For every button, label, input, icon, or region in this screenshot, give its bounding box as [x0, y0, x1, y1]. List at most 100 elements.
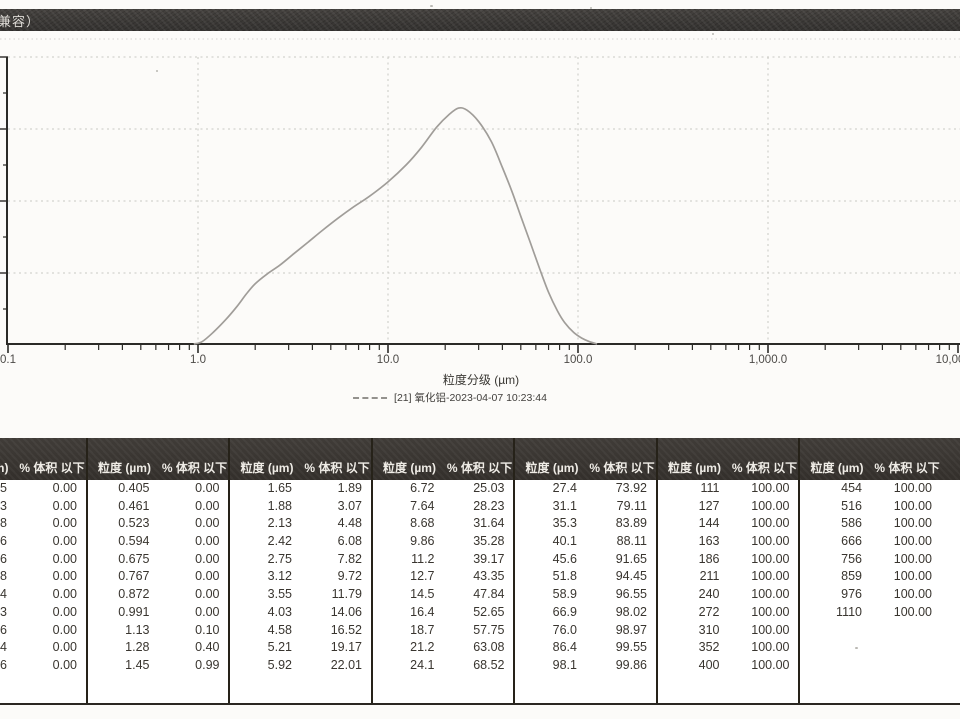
- size-cell: 4.58: [267, 622, 292, 637]
- pct-cell: 0.00: [52, 551, 77, 566]
- pct-cell: 14.06: [330, 604, 362, 619]
- pct-cell: 100.00: [751, 640, 790, 655]
- table-row: 5.92 22.01: [230, 657, 371, 675]
- pct-cell: 1.89: [337, 481, 362, 495]
- pct-cell: 100.00: [893, 551, 932, 566]
- pct-cell: 0.00: [52, 498, 77, 513]
- pct-cell: 100.00: [751, 587, 790, 602]
- size-cell: 31.1: [552, 498, 577, 513]
- pct-cell: 100.00: [751, 622, 790, 637]
- pct-cell: 98.97: [615, 622, 647, 637]
- size-cell: 0.523: [118, 516, 150, 531]
- size-cell: 98.1: [552, 657, 577, 672]
- pct-cell: 100.00: [751, 604, 790, 619]
- table-row: 3.12 9.72: [230, 568, 371, 586]
- size-column-header: 粒度 (µm): [810, 461, 864, 475]
- chart-legend: [21] 氧化铝-2023-04-07 10:23:44: [353, 390, 547, 405]
- pct-cell: 0.00: [195, 551, 220, 566]
- table-column-group: 粒度 (µm)% 体积 以下 1.65 1.89 1.88 3.07 2.13 4.48 2.…: [230, 438, 373, 703]
- size-cell: 586: [841, 516, 862, 531]
- pct-cell: 100.00: [893, 569, 932, 584]
- pct-cell: 0.00: [52, 622, 77, 637]
- pct-cell: 0.00: [52, 534, 77, 549]
- table-row: 31.1 79.11: [515, 498, 656, 516]
- size-cell: 14.5: [410, 587, 435, 602]
- table-row: 12.7 43.35: [373, 568, 514, 586]
- pct-column-header: % 体积 以下: [731, 461, 798, 475]
- pct-cell: 100.00: [751, 657, 790, 672]
- x-axis-title: 粒度分级 (µm): [442, 373, 520, 387]
- pct-cell: 0.00: [195, 569, 220, 584]
- table-row: 0.276 0.00: [0, 622, 86, 640]
- size-cell: 16.4: [410, 604, 435, 619]
- size-cell: 144: [698, 516, 720, 531]
- table-row: 310 100.00: [658, 622, 799, 640]
- legend-line-sample: [353, 396, 388, 399]
- size-cell: 0.767: [118, 569, 150, 584]
- table-row: 111 100.00: [658, 480, 799, 498]
- table-row: 8.68 31.64: [373, 515, 514, 533]
- pct-cell: 0.00: [52, 657, 77, 672]
- pct-cell: 47.84: [473, 587, 505, 602]
- table-row: 240 100.00: [658, 586, 799, 604]
- pct-cell: 98.02: [615, 604, 647, 619]
- table-row: 1.28 0.40: [88, 639, 229, 657]
- table-column-group: 粒度 (µm) % 体积 以下 111 100.00 127 100.00 144 100.0…: [658, 438, 800, 703]
- pct-cell: 100.00: [751, 551, 790, 566]
- pct-column-header: % 体积 以下: [19, 461, 85, 475]
- size-cell: 0.461: [118, 498, 150, 513]
- table-row: 0.675 0.00: [88, 551, 229, 569]
- size-cell: 163: [698, 534, 720, 549]
- table-row: 76.0 98.97: [515, 622, 656, 640]
- table-row: 14.5 47.84: [373, 586, 514, 604]
- window-title-bar[interactable]: 兼容）: [0, 9, 960, 31]
- pct-cell: 16.52: [330, 622, 362, 637]
- table-row: 756 100.00: [800, 551, 960, 569]
- scan-speck: [855, 647, 858, 649]
- table-row: 666 100.00: [800, 533, 960, 551]
- size-cell: 0.872: [118, 587, 150, 602]
- table-row: 0.872 0.00: [88, 586, 229, 604]
- pct-cell: 83.89: [615, 516, 647, 531]
- size-cell: 272: [698, 604, 720, 619]
- size-cell: 859: [841, 569, 862, 584]
- table-row: 3.55 11.79: [230, 586, 371, 604]
- size-cell: 0.405: [118, 481, 150, 495]
- table-row: 27.4 73.92: [515, 480, 656, 498]
- size-cell: 7.64: [410, 498, 435, 513]
- table-row: 0.188 0.00: [0, 568, 86, 586]
- size-cell: 0.214: [0, 587, 7, 602]
- size-cell: 516: [841, 498, 862, 513]
- pct-cell: 43.35: [473, 569, 505, 584]
- size-cell: 111: [700, 481, 720, 495]
- pct-column-header: % 体积 以下: [161, 461, 228, 475]
- table-row: 5.21 19.17: [230, 639, 371, 657]
- pct-column-header: % 体积 以下: [874, 461, 940, 475]
- size-cell: 0.675: [118, 551, 150, 566]
- table-column-group: 粒度 (µm) % 体积 以下 27.4 73.92 31.1 79.11 35.3 83.8…: [515, 438, 658, 703]
- table-row: 144 100.00: [658, 515, 799, 533]
- pct-cell: 100.00: [751, 516, 790, 531]
- table-row: 400 100.00: [658, 657, 799, 675]
- table-row: 1.88 3.07: [230, 498, 371, 516]
- size-cell: 310: [698, 622, 720, 637]
- table-row: 586 100.00: [800, 515, 960, 533]
- pct-cell: 100.00: [893, 534, 932, 549]
- size-column-header: 粒度 (µm): [240, 461, 294, 475]
- pct-cell: 100.00: [893, 587, 932, 602]
- size-cell: 27.4: [552, 481, 577, 495]
- size-cell: 11.2: [411, 551, 435, 566]
- size-cell: 0.276: [0, 622, 7, 637]
- table-row: 24.1 68.52: [373, 657, 514, 675]
- table-row: 0.767 0.00: [88, 568, 229, 586]
- size-cell: 58.9: [552, 587, 577, 602]
- pct-cell: 100.00: [751, 569, 790, 584]
- table-row: 4.58 16.52: [230, 622, 371, 640]
- pct-column-header: % 体积 以下: [304, 461, 370, 475]
- x-tick-label: 10.0: [376, 354, 400, 366]
- size-cell: 240: [698, 587, 720, 602]
- size-cell: 35.3: [552, 516, 577, 531]
- size-cell: 0.188: [0, 569, 7, 584]
- size-cell: 2.42: [267, 534, 292, 549]
- size-cell: 756: [841, 551, 862, 566]
